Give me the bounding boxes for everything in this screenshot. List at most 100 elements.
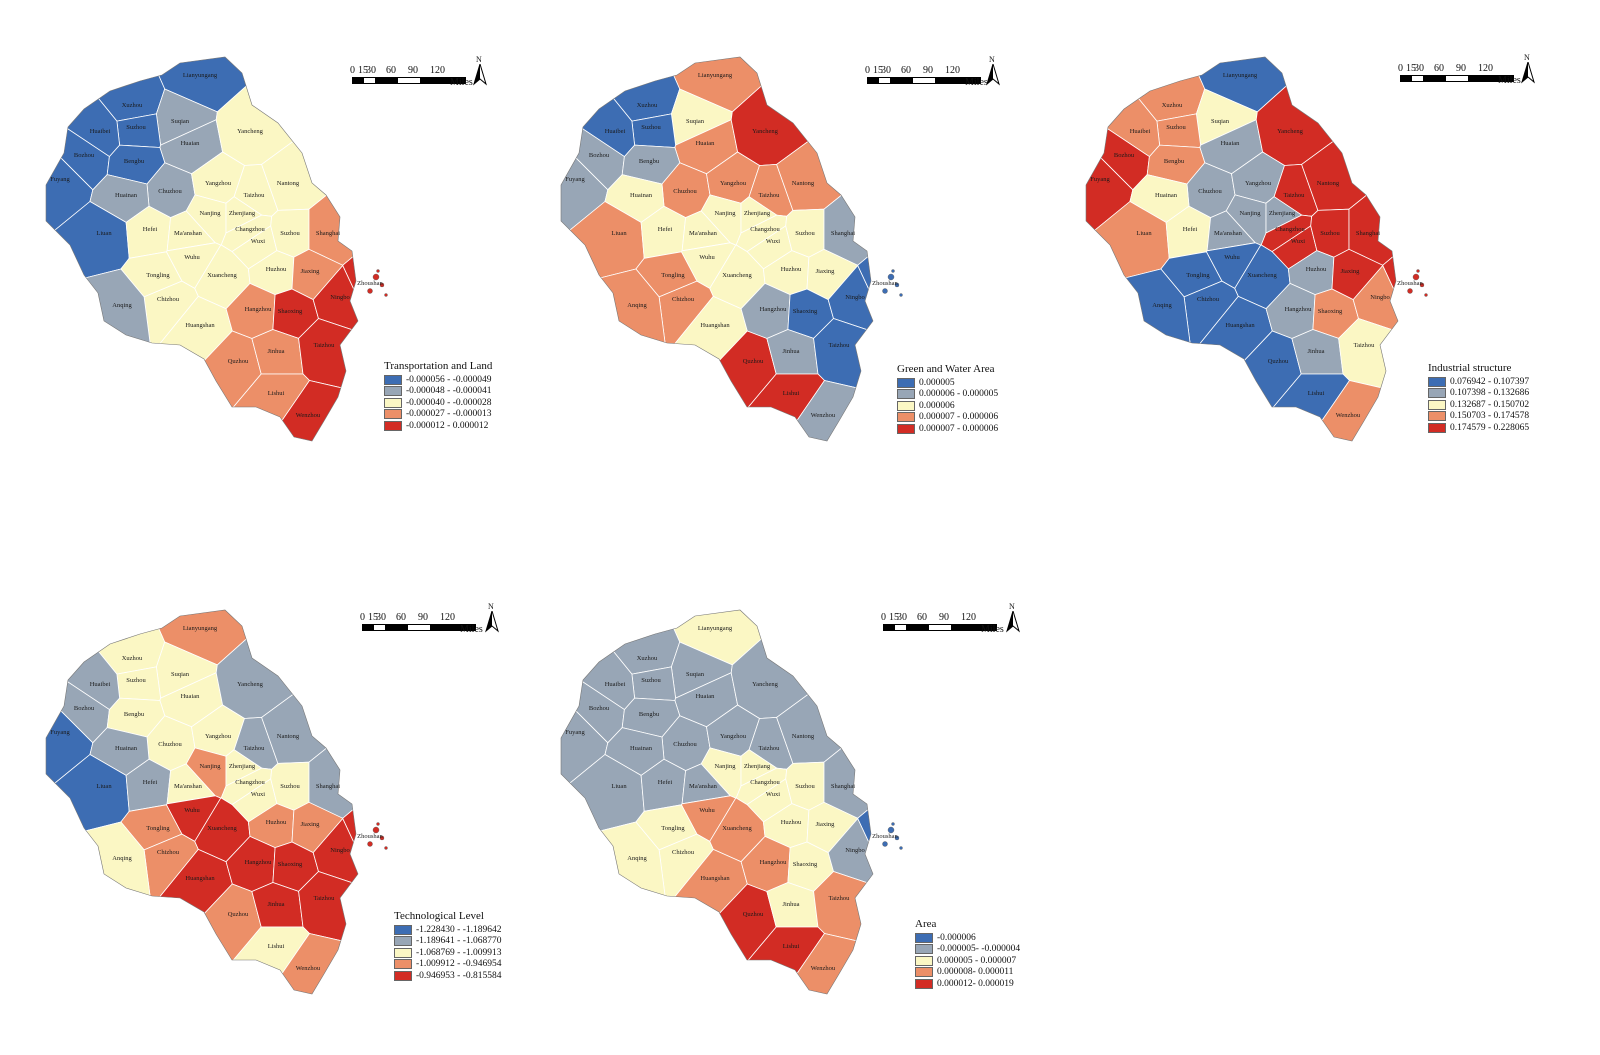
scale-tick-label: 90 [1456,63,1466,74]
legend-swatch [915,978,933,989]
city-label: Nantong [1317,180,1340,187]
city-label: Xuancheng [722,825,752,832]
city-label: Suzhou [1320,230,1340,237]
legend-item: 0.000006 [897,400,998,412]
north-arrow-icon: N [484,602,500,633]
city-label: Suqian [171,671,190,678]
island-shape [891,269,895,273]
choropleth-map-3: Lianyungang Xuzhou Suqian Suzhou Huaibei Huai… [1085,56,1428,442]
region-shanghai [308,673,358,819]
scale-unit: Miles [460,624,483,635]
scale-bar: 0 15 30 60 90 120 Miles [360,612,510,646]
region-shanghai [823,120,873,266]
legend-title: Technological Level [394,910,484,922]
city-label: Lianyungang [183,72,218,79]
city-label: Chizhou [672,296,695,303]
city-label: Huangshan [185,875,215,882]
north-label: N [1009,602,1015,611]
island-shape [376,269,380,273]
legend-item: -0.000040 - -0.000028 [384,397,492,409]
city-label: Suzhou [280,230,300,237]
city-label: Taizhou [759,745,781,752]
region-yancheng [730,610,873,719]
city-label: Chizhou [157,296,180,303]
scale-tick-label: 120 [961,612,976,623]
choropleth-map-2: Lianyungang Xuzhou Suqian Suzhou Huaibei Huai… [560,56,903,442]
legend-item: 0.000006 - 0.000005 [897,389,998,401]
legend-item: 0.000012- 0.000019 [915,978,1020,990]
city-label: Suzhou [795,230,815,237]
city-label: Yangzhou [1245,180,1272,187]
island-shape [887,273,895,281]
city-label: Ma'anshan [689,230,718,237]
city-label: Wenzhou [1336,412,1361,419]
legend-label: 0.174579 - 0.228065 [1450,422,1530,433]
city-label: Changzhou [750,779,780,786]
legend-swatch [897,423,915,434]
scale-tick-label: 15 [358,65,368,76]
city-label: Jinhua [268,348,285,355]
city-label: Bozhou [74,152,95,159]
choropleth-map-1: Lianyungang Xuzhou Suqian Suzhou Huaibei Huai… [45,56,388,442]
city-label: Nantong [277,180,300,187]
scale-tick-label: 15 [1406,63,1416,74]
north-arrow-icon: N [1520,53,1536,84]
legend-label: 0.000006 [919,400,955,411]
scale-unit: Miles [1498,75,1521,86]
region-shanghai [823,673,873,819]
legend-5: Area -0.000006 -0.000005- -0.000004 0.00000… [915,918,1020,990]
scale-bar-graphic [883,624,997,631]
city-label: Huangshan [185,322,215,329]
city-label: Lianyungang [1223,72,1258,79]
city-label: Wuhu [699,807,715,814]
north-label: N [476,55,482,64]
city-label: Bozhou [589,152,610,159]
city-label: Bengbu [124,158,145,165]
region-anqing [46,268,152,441]
scale-tick-label: 60 [386,65,396,76]
city-label: Huaibei [605,681,626,688]
region-shanghai [308,120,358,266]
legend-swatch [897,389,915,400]
scale-bar-graphic [352,77,466,84]
scale-bar: 0 15 30 60 90 120 Miles [881,612,1031,646]
scale-tick-label: 120 [440,612,455,623]
city-label: Anqing [112,302,132,309]
city-label: Wenzhou [811,965,836,972]
city-label: Zhenjiang [744,763,771,770]
city-label: Shaoxing [793,308,818,315]
city-label: Nantong [277,733,300,740]
city-label: Wuxi [766,791,780,798]
city-label: Hangzhou [760,306,787,313]
region-anqing [561,268,667,441]
city-label: Wenzhou [811,412,836,419]
legend-swatch [915,955,933,966]
city-label: Jiaxing [301,821,321,828]
city-label: Taizhou [1284,192,1306,199]
region-yancheng [215,610,358,719]
legend-title: Area [915,918,937,930]
city-label: Zhoushan [1397,280,1423,287]
legend-label: 0.000007 - 0.000006 [919,412,999,423]
city-label: Yangzhou [205,733,232,740]
city-label: Yancheng [752,681,778,688]
city-label: Quzhou [228,358,249,365]
city-label: Huainan [630,745,653,752]
city-label: Xuzhou [637,655,658,662]
legend-item: -1.189641 - -1.068770 [394,936,502,948]
city-label: Ma'anshan [1214,230,1243,237]
region-quzhou [116,330,262,441]
city-label: Wenzhou [296,412,321,419]
legend-swatch [1428,376,1446,387]
scale-tick-label: 60 [901,65,911,76]
city-label: Hefei [658,226,673,233]
city-label: Lianyungang [698,72,733,79]
city-label: Suzhou [641,677,661,684]
legend-1: Transportation and Land -0.000056 - -0.00… [384,360,492,432]
city-label: Suzhou [795,783,815,790]
legend-item: -0.000005- -0.000004 [915,944,1020,956]
city-label: Fuyang [50,176,70,183]
legend-item: -0.000012 - 0.000012 [384,420,492,432]
city-label: Fuyang [565,729,585,736]
city-label: Anqing [627,855,647,862]
